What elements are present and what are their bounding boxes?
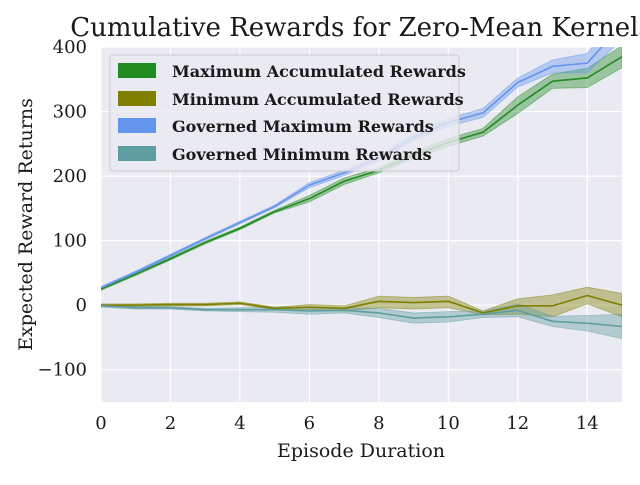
- legend-swatch: [118, 91, 156, 106]
- legend-swatch: [118, 118, 156, 133]
- x-tick-label: 12: [506, 413, 529, 434]
- x-tick-label: 8: [373, 413, 384, 434]
- x-tick-label: 2: [165, 413, 176, 434]
- series-line: [101, 294, 622, 314]
- x-tick-label: 0: [95, 413, 106, 434]
- y-tick-label: −100: [38, 360, 87, 381]
- y-tick-label: 400: [53, 37, 87, 58]
- x-tick-label: 4: [234, 413, 245, 434]
- x-axis-label: Episode Duration: [277, 440, 445, 462]
- legend-swatch: [118, 146, 156, 161]
- x-tick-label: 14: [576, 413, 599, 434]
- legend-label: Minimum Accumulated Rewards: [172, 90, 464, 109]
- legend-entry: Minimum Accumulated Rewards: [118, 90, 464, 109]
- legend-frame: [109, 54, 460, 172]
- series-line: [101, 305, 622, 328]
- y-tick-label: 0: [76, 295, 87, 316]
- legend-entry: Governed Minimum Rewards: [118, 145, 432, 164]
- legend-label: Governed Maximum Rewards: [172, 117, 434, 136]
- legend: Maximum Accumulated Rewards Minimum Accu…: [109, 54, 466, 172]
- y-tick-label: 200: [53, 166, 87, 187]
- legend-entry: Governed Maximum Rewards: [118, 117, 434, 136]
- chart-title: Cumulative Rewards for Zero-Mean Kernels: [70, 13, 640, 43]
- tick-labels: 0 2 4 6 8 10 12 14 −100 0 100 200 300 400: [38, 37, 599, 434]
- y-tick-label: 100: [53, 231, 87, 252]
- series-line: [101, 55, 622, 290]
- y-axis-label: Expected Reward Returns: [15, 98, 37, 351]
- x-tick-label: 10: [437, 413, 460, 434]
- x-tick-label: 6: [304, 413, 315, 434]
- legend-label: Maximum Accumulated Rewards: [172, 62, 466, 81]
- legend-label: Governed Minimum Rewards: [172, 145, 432, 164]
- legend-swatch: [118, 63, 156, 78]
- legend-entry: Maximum Accumulated Rewards: [118, 62, 466, 81]
- y-tick-label: 300: [53, 102, 87, 123]
